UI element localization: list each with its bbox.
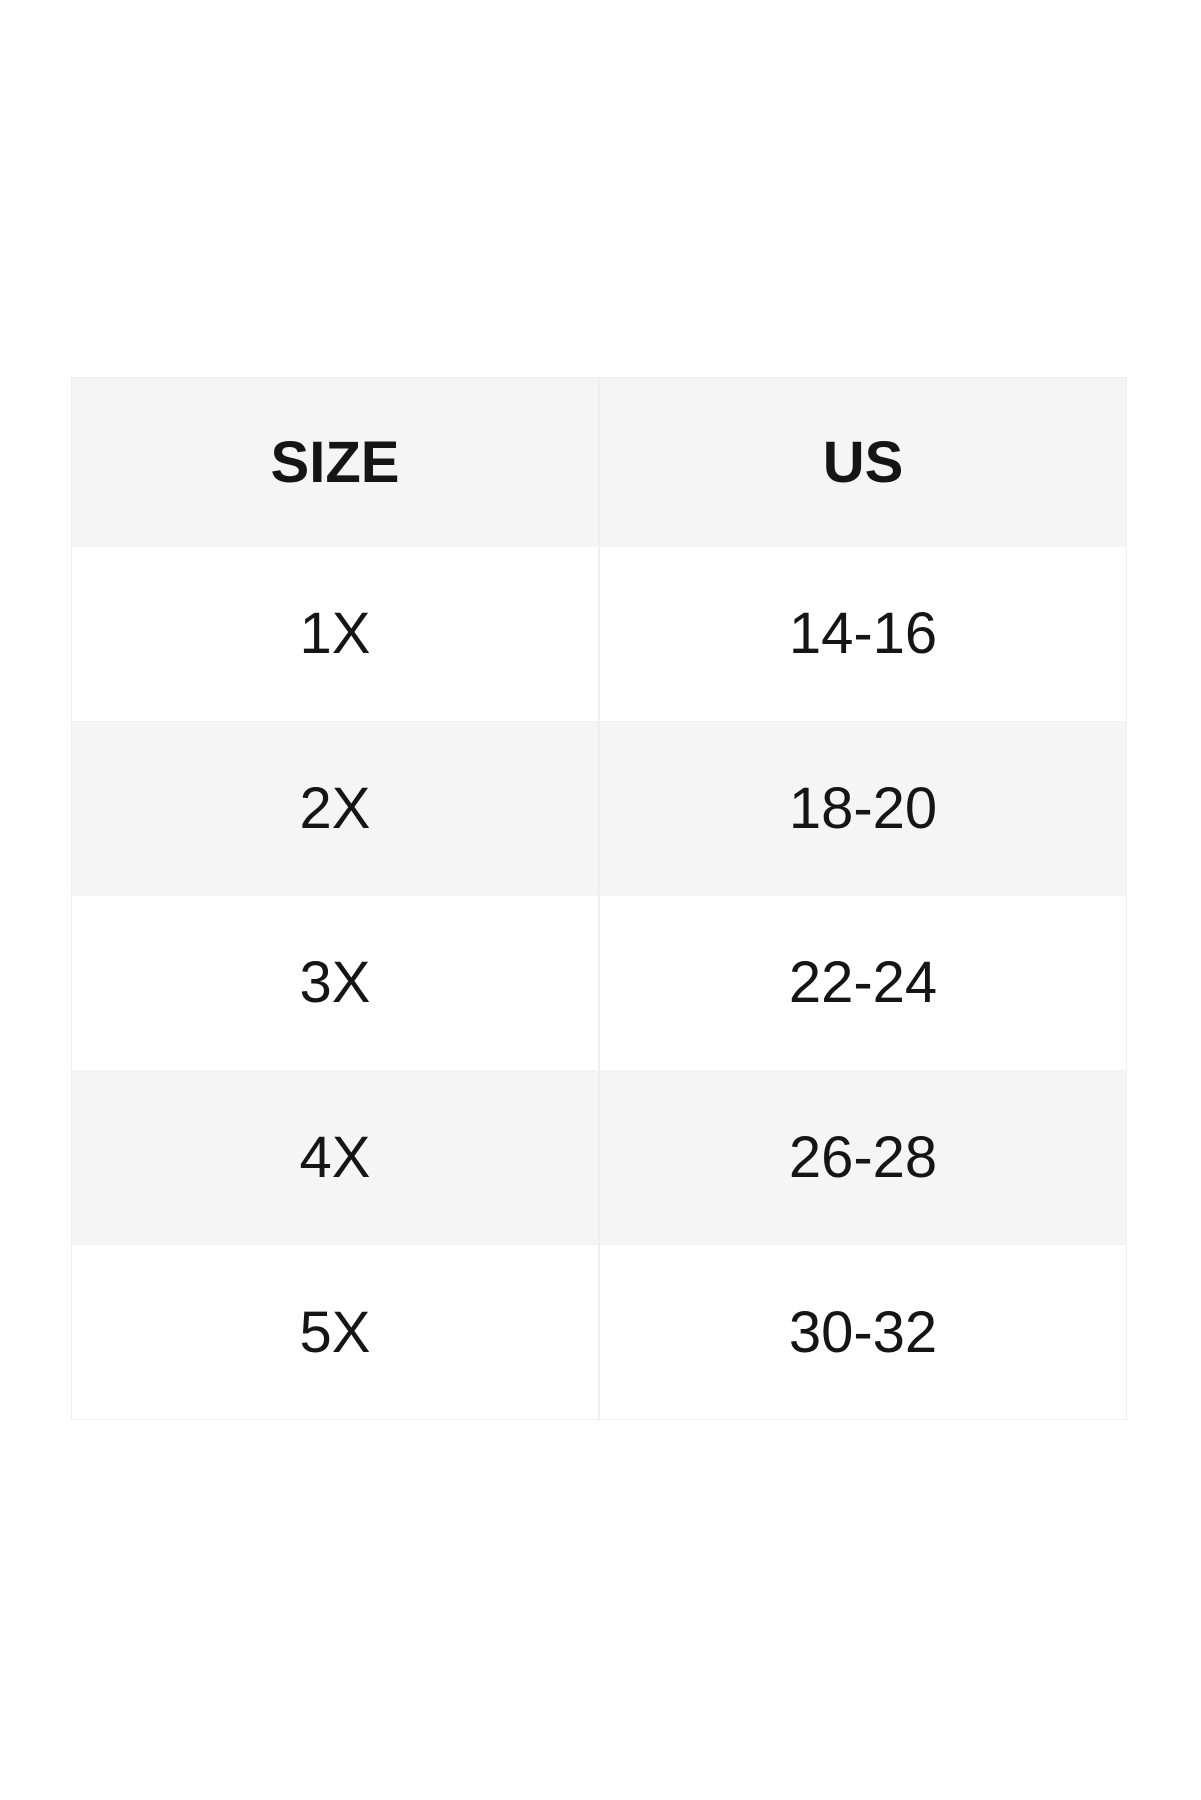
us-cell: 14-16 [599, 546, 1127, 722]
size-chart: SIZE US 1X 14-16 2X 18-20 3X 22-24 4X 26… [71, 377, 1127, 1420]
table-row: 4X 26-28 [71, 1070, 1127, 1246]
size-chart-table: SIZE US 1X 14-16 2X 18-20 3X 22-24 4X 26… [71, 377, 1127, 1420]
size-cell: 5X [71, 1244, 600, 1420]
table-row: 2X 18-20 [71, 721, 1127, 897]
size-cell: 3X [71, 895, 600, 1071]
us-cell: 26-28 [599, 1070, 1127, 1246]
size-cell: 1X [71, 546, 600, 722]
header-cell-us: US [599, 377, 1127, 547]
table-row: 5X 30-32 [71, 1244, 1127, 1420]
header-cell-size: SIZE [71, 377, 600, 547]
size-cell: 2X [71, 721, 600, 897]
us-cell: 30-32 [599, 1244, 1127, 1420]
size-chart-body: 1X 14-16 2X 18-20 3X 22-24 4X 26-28 5X 3… [71, 546, 1127, 1420]
table-row: 3X 22-24 [71, 895, 1127, 1071]
us-cell: 18-20 [599, 721, 1127, 897]
size-chart-header: SIZE US [71, 377, 1127, 547]
us-cell: 22-24 [599, 895, 1127, 1071]
size-cell: 4X [71, 1070, 600, 1246]
header-row: SIZE US [71, 377, 1127, 547]
table-row: 1X 14-16 [71, 546, 1127, 722]
